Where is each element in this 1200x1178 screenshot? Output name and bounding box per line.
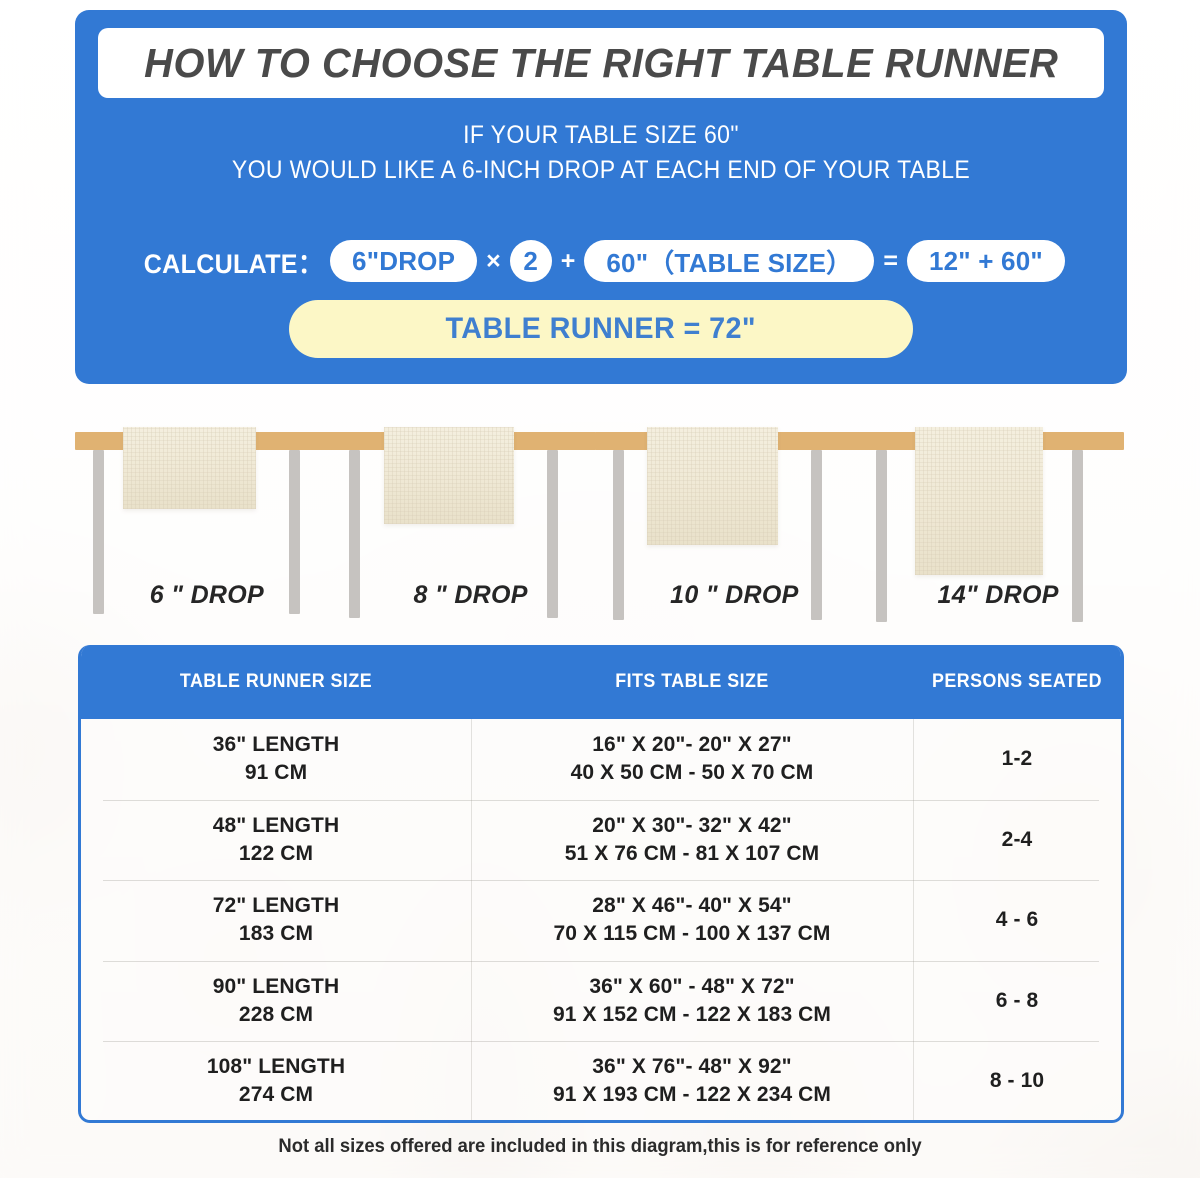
equals-symbol: =	[883, 246, 898, 275]
runner-size-inches: 48" LENGTH	[212, 813, 340, 837]
cell-runner-size: 36" LENGTH 91 CM	[81, 731, 471, 787]
table-row: 36" LENGTH 91 CM 16" X 20"- 20" X 27" 40…	[81, 719, 1121, 800]
fits-cm: 91 X 193 CM - 122 X 234 CM	[552, 1083, 832, 1107]
column-divider-2	[913, 719, 914, 1120]
cell-persons-seated: 1-2	[1001, 747, 1033, 771]
subtitle-line-1: IF YOUR TABLE SIZE 60"	[463, 121, 739, 149]
sum-pill: 12" + 60"	[906, 240, 1065, 282]
column-divider-1	[471, 719, 472, 1120]
title-plate: HOW TO CHOOSE THE RIGHT TABLE RUNNER	[98, 28, 1104, 98]
drop-label: 6 " DROP	[149, 581, 265, 609]
fits-inches: 28" X 46"- 40" X 54"	[592, 894, 792, 918]
cell-fits-table-size: 16" X 20"- 20" X 27" 40 X 50 CM - 50 X 7…	[471, 731, 913, 787]
calculation-formula-row: CALCULATE： 6"DROP × 2 + 60"（TABLE SIZE） …	[75, 238, 1127, 284]
cell-persons-seated: 2-4	[1001, 827, 1033, 851]
table-size-pill: 60"（TABLE SIZE）	[584, 240, 875, 282]
runner-size-cm: 228 CM	[238, 1002, 314, 1026]
tabletop-right	[1044, 432, 1125, 450]
table-row: 90" LENGTH 228 CM 36" X 60" - 48" X 72" …	[81, 960, 1121, 1042]
result-bar: TABLE RUNNER = 72"	[289, 300, 913, 358]
table-leg-right	[1072, 450, 1084, 622]
column-header-runner-size: TABLE RUNNER SIZE	[179, 671, 373, 692]
table-leg-right	[810, 450, 822, 620]
page-title: HOW TO CHOOSE THE RIGHT TABLE RUNNER	[143, 39, 1059, 86]
drop-illustration-14: 14" DROP	[858, 414, 1130, 632]
cell-persons-seated: 8 - 10	[989, 1069, 1045, 1093]
runner-size-cm: 274 CM	[238, 1083, 314, 1107]
cell-fits-table-size: 36" X 60" - 48" X 72" 91 X 152 CM - 122 …	[471, 973, 913, 1029]
table-leg-right	[289, 450, 300, 614]
drop-label: 14" DROP	[937, 581, 1059, 609]
drop-illustration-6: 6 " DROP	[75, 414, 339, 632]
runner-fabric	[646, 427, 778, 545]
runner-size-inches: 108" LENGTH	[206, 1055, 346, 1079]
runner-fabric	[123, 427, 256, 509]
table-leg-left	[876, 450, 888, 622]
cell-runner-size: 48" LENGTH 122 CM	[81, 812, 471, 868]
table-leg-left	[93, 450, 104, 614]
fits-cm: 40 X 50 CM - 50 X 70 CM	[570, 761, 814, 785]
drop-label: 10 " DROP	[670, 581, 799, 609]
runner-fabric	[383, 427, 514, 524]
cell-fits-table-size: 20" X 30"- 32" X 42" 51 X 76 CM - 81 X 1…	[471, 812, 913, 868]
result-label: TABLE RUNNER = 72"	[445, 312, 757, 345]
fits-inches: 20" X 30"- 32" X 42"	[592, 813, 792, 837]
runner-size-inches: 72" LENGTH	[212, 894, 340, 918]
subtitle-line-2: YOU WOULD LIKE A 6-INCH DROP AT EACH END…	[231, 156, 971, 184]
cell-fits-table-size: 36" X 76"- 48" X 92" 91 X 193 CM - 122 X…	[471, 1053, 913, 1109]
drop-illustration-10: 10 " DROP	[594, 414, 867, 632]
multiply-symbol: ×	[486, 246, 501, 275]
cell-runner-size: 90" LENGTH 228 CM	[81, 973, 471, 1029]
fits-inches: 36" X 76"- 48" X 92"	[592, 1055, 792, 1079]
table-row: 108" LENGTH 274 CM 36" X 76"- 48" X 92" …	[81, 1041, 1121, 1120]
column-header-fits-table-size: FITS TABLE SIZE	[615, 671, 769, 692]
table-row: 48" LENGTH 122 CM 20" X 30"- 32" X 42" 5…	[81, 799, 1121, 881]
table-header-row: TABLE RUNNER SIZE FITS TABLE SIZE PERSON…	[81, 645, 1121, 719]
fits-cm: 51 X 76 CM - 81 X 107 CM	[564, 841, 820, 865]
table-leg-left	[612, 450, 624, 620]
fits-inches: 36" X 60" - 48" X 72"	[589, 974, 795, 998]
runner-fabric	[915, 427, 1044, 575]
multiplier-pill: 2	[509, 240, 552, 282]
tabletop-right	[271, 432, 339, 450]
drop-value-pill: 6"DROP	[330, 240, 478, 282]
fits-inches: 16" X 20"- 20" X 27"	[592, 733, 792, 757]
drop-illustration-8: 8 " DROP	[330, 414, 603, 632]
plus-symbol: +	[560, 246, 576, 275]
runner-size-cm: 122 CM	[238, 841, 314, 865]
drop-label: 8 " DROP	[413, 581, 528, 609]
fits-cm: 70 X 115 CM - 100 X 137 CM	[553, 922, 831, 946]
table-body: 36" LENGTH 91 CM 16" X 20"- 20" X 27" 40…	[81, 719, 1121, 1120]
table-leg-right	[546, 450, 558, 618]
size-chart-table: TABLE RUNNER SIZE FITS TABLE SIZE PERSON…	[78, 645, 1124, 1123]
cell-persons-seated: 4 - 6	[995, 908, 1039, 932]
calculate-label: CALCULATE：	[143, 248, 324, 279]
runner-size-cm: 183 CM	[238, 922, 314, 946]
calculation-panel: HOW TO CHOOSE THE RIGHT TABLE RUNNER IF …	[75, 10, 1127, 384]
reference-note: Not all sizes offered are included in th…	[278, 1136, 922, 1157]
cell-runner-size: 108" LENGTH 274 CM	[81, 1053, 471, 1109]
runner-size-inches: 36" LENGTH	[212, 733, 340, 757]
cell-persons-seated: 6 - 8	[995, 988, 1039, 1012]
runner-size-cm: 91 CM	[244, 761, 308, 785]
table-row: 72" LENGTH 183 CM 28" X 46"- 40" X 54" 7…	[81, 880, 1121, 961]
table-leg-left	[348, 450, 360, 618]
drop-illustrations: 6 " DROP 8 " DROP 10 " DROP 14" DROP	[75, 414, 1130, 632]
runner-size-inches: 90" LENGTH	[212, 974, 340, 998]
tabletop-right	[786, 432, 861, 450]
cell-fits-table-size: 28" X 46"- 40" X 54" 70 X 115 CM - 100 X…	[471, 892, 913, 948]
tabletop-right	[523, 432, 596, 450]
column-header-persons-seated: PERSONS SEATED	[931, 671, 1102, 692]
cell-runner-size: 72" LENGTH 183 CM	[81, 892, 471, 948]
subtitle-block: IF YOUR TABLE SIZE 60" YOU WOULD LIKE A …	[117, 118, 1085, 188]
fits-cm: 91 X 152 CM - 122 X 183 CM	[552, 1002, 832, 1026]
